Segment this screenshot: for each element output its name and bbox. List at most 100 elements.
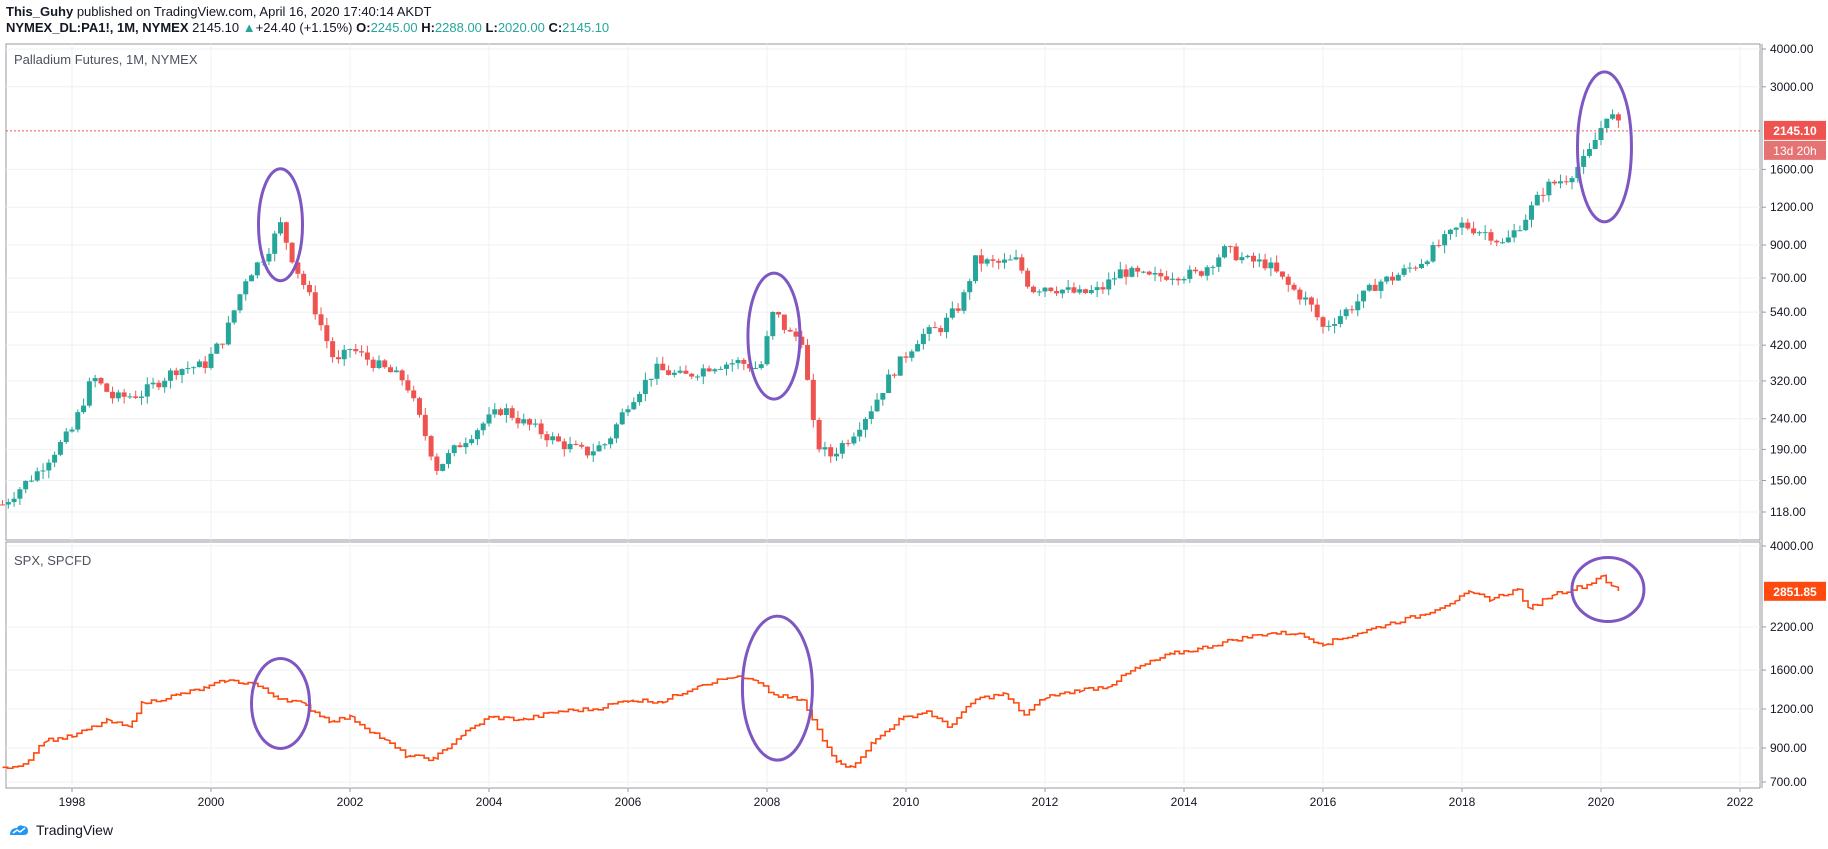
candle-up [1059, 289, 1065, 294]
candle-down [903, 356, 909, 358]
price-tick-label: 320.00 [1770, 374, 1807, 388]
candle-up [920, 333, 926, 345]
annotation-ellipse[interactable] [250, 656, 311, 750]
candle-down [411, 390, 417, 399]
candle-down [776, 312, 782, 315]
author-name[interactable]: This_Guhy [6, 4, 74, 19]
candle-up [857, 429, 863, 437]
candle-down [1285, 276, 1291, 285]
candle-down [561, 441, 567, 450]
candle-up [237, 294, 243, 311]
candle-down [220, 343, 226, 345]
candle-up [712, 369, 718, 372]
open-label: O: [356, 20, 371, 35]
candle-up [608, 438, 614, 445]
candle-up [1013, 257, 1019, 260]
candle-up [984, 259, 990, 264]
annotation-ellipse[interactable] [257, 167, 304, 283]
candle-up [631, 402, 637, 410]
close-label: C: [548, 20, 563, 35]
candle-up [1569, 178, 1575, 183]
price-tick-label: 4000.00 [1770, 42, 1814, 56]
candle-up [86, 381, 92, 406]
candle-down [295, 262, 301, 274]
candle-up [613, 424, 619, 439]
candle-up [723, 364, 729, 369]
candle-up [1401, 268, 1407, 275]
candle-down [1233, 246, 1239, 261]
candle-down [370, 359, 376, 368]
candle-down [417, 398, 422, 415]
candle-up [1430, 245, 1436, 262]
candle-down [422, 414, 428, 437]
candle-down [1320, 317, 1326, 327]
candle-up [868, 411, 874, 419]
candle-up [1343, 309, 1349, 317]
candle-down [1349, 309, 1355, 311]
candle-down [1436, 245, 1442, 247]
footer-brand[interactable]: TradingView [36, 822, 114, 838]
candle-up [63, 431, 69, 443]
candle-up [851, 436, 857, 444]
candle-down [1164, 276, 1170, 280]
candle-down [891, 374, 897, 376]
candle-up [1407, 267, 1413, 269]
candle-up [770, 312, 776, 337]
spx-pane-title: SPX, SPCFD [14, 553, 91, 568]
spx-line [2, 574, 1620, 770]
annotation-ellipse[interactable] [740, 614, 814, 762]
candle-up [752, 367, 758, 369]
candle-up [1210, 266, 1216, 268]
candle-up [1065, 287, 1071, 290]
candle-up [376, 360, 382, 368]
annotation-ellipse[interactable] [746, 271, 802, 401]
candle-down [955, 308, 961, 311]
candle-up [1500, 242, 1506, 244]
candle-up [92, 378, 98, 382]
candle-up [1598, 128, 1604, 140]
candle-down [330, 341, 336, 358]
candle-down [1083, 289, 1089, 294]
x-tick-label: 2002 [337, 795, 364, 809]
candle-up [880, 393, 886, 400]
candle-up [139, 396, 144, 398]
candle-up [625, 409, 631, 413]
price-tick-label: 540.00 [1770, 305, 1807, 319]
price-tick-label: 420.00 [1770, 338, 1807, 352]
candle-up [214, 343, 220, 354]
candle-up [1268, 262, 1274, 269]
candle-up [1036, 291, 1042, 293]
candle-down [538, 423, 544, 435]
candle-down [353, 349, 359, 352]
close-value: 2145.10 [562, 20, 610, 35]
candle-up [167, 370, 173, 381]
candle-up [1216, 257, 1222, 267]
footer: TradingView [8, 822, 113, 838]
x-tick-label: 2014 [1171, 795, 1198, 809]
candle-up [700, 368, 706, 377]
annotation-ellipse[interactable] [1575, 70, 1633, 224]
candle-up [341, 349, 347, 360]
candle-down [1198, 271, 1204, 276]
candle-up [973, 255, 978, 282]
x-tick-label: 2004 [476, 795, 503, 809]
candle-down [1071, 287, 1077, 293]
candle-up [1007, 259, 1013, 261]
candle-down [98, 378, 104, 384]
candle-up [822, 447, 828, 450]
annotation-ellipse[interactable] [1570, 556, 1646, 624]
candle-down [121, 392, 127, 397]
x-tick-label: 2006 [615, 795, 642, 809]
candle-down [932, 327, 938, 329]
candle-up [567, 443, 573, 450]
candle-up [243, 281, 249, 295]
candle-down [1314, 304, 1320, 318]
candle-down [799, 336, 805, 345]
candle-up [1517, 230, 1523, 232]
candle-up [949, 308, 955, 318]
candle-up [445, 453, 451, 464]
candle-up [196, 361, 202, 368]
candle-down [1193, 269, 1199, 272]
candle-down [660, 363, 666, 371]
